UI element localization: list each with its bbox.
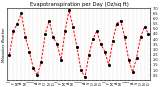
Point bbox=[56, 44, 58, 45]
Point bbox=[143, 26, 146, 27]
Point bbox=[147, 33, 150, 35]
Point bbox=[96, 30, 98, 32]
Point bbox=[32, 67, 35, 69]
Point bbox=[76, 47, 78, 48]
Point bbox=[68, 10, 70, 11]
Point bbox=[92, 38, 94, 40]
Point bbox=[48, 20, 50, 21]
Point bbox=[119, 20, 122, 21]
Point bbox=[123, 36, 126, 38]
Point bbox=[36, 75, 39, 76]
Point bbox=[40, 61, 43, 63]
Point bbox=[127, 59, 130, 60]
Point bbox=[64, 30, 66, 32]
Point bbox=[28, 51, 31, 52]
Point bbox=[104, 51, 106, 52]
Point bbox=[52, 36, 54, 38]
Point bbox=[115, 23, 118, 24]
Point bbox=[44, 33, 47, 35]
Point bbox=[135, 57, 138, 58]
Point bbox=[139, 36, 142, 38]
Y-axis label: Milwaukee Weather: Milwaukee Weather bbox=[2, 27, 6, 62]
Point bbox=[8, 54, 11, 55]
Point bbox=[24, 36, 27, 38]
Title: Evapotranspiration per Day (Oz/sq ft): Evapotranspiration per Day (Oz/sq ft) bbox=[30, 2, 128, 7]
Point bbox=[16, 23, 19, 24]
Point bbox=[88, 54, 90, 55]
Point bbox=[112, 40, 114, 42]
Point bbox=[100, 44, 102, 45]
Point bbox=[20, 13, 23, 14]
Point bbox=[60, 59, 62, 60]
Point bbox=[108, 64, 110, 66]
Point bbox=[80, 69, 82, 71]
Point bbox=[72, 26, 74, 27]
Point bbox=[84, 77, 86, 78]
Point bbox=[131, 71, 134, 73]
Point bbox=[12, 30, 15, 32]
